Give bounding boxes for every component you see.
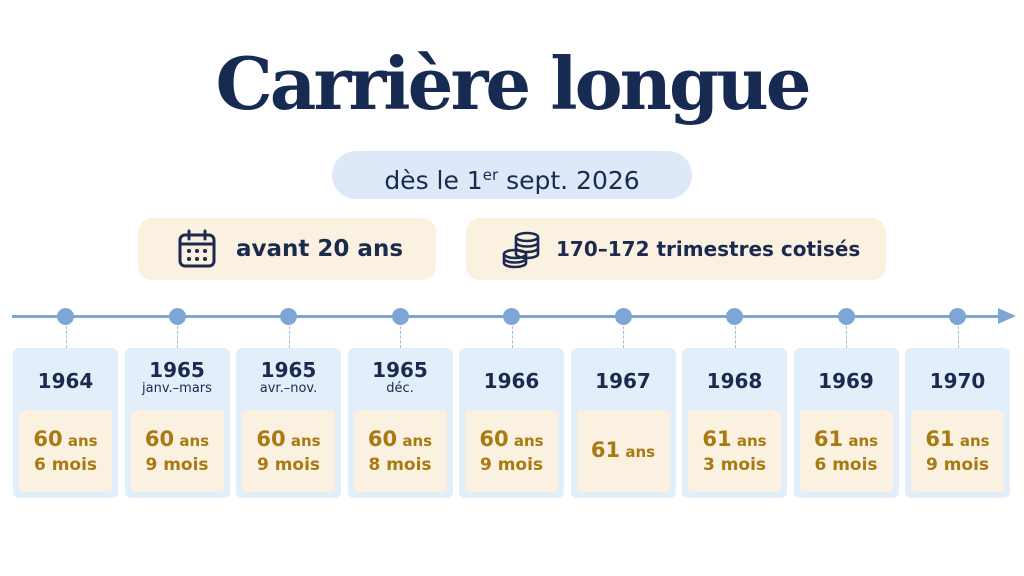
timeline-connector (288, 326, 290, 348)
timeline-dot (726, 308, 743, 325)
age-years-value: 60 (367, 427, 398, 451)
page-title: Carrière longue (215, 41, 811, 126)
timeline-connector (623, 326, 624, 348)
birth-year: 1967 (595, 369, 651, 393)
birth-year-card: 1966 60 ans 9 mois (459, 348, 564, 498)
retirement-age-box: 61 ans (576, 410, 670, 492)
retirement-age-months: 9 mois (256, 455, 321, 475)
start-date-prefix: dès le 1 (384, 166, 483, 195)
birth-year-card: 1965 janv.–mars 60 ans 9 mois (124, 348, 230, 498)
retirement-age-years: 60 ans (479, 426, 543, 454)
birth-year-card: 1965 avr.–nov. 60 ans 9 mois (236, 348, 341, 498)
age-years-value: 60 (33, 427, 63, 451)
age-years-value: 60 (256, 427, 286, 451)
timeline-dot (949, 308, 966, 325)
timeline-dot (614, 308, 632, 325)
coins-icon (502, 231, 540, 269)
retirement-age-box: 60 ans 9 mois (130, 410, 224, 492)
birth-period: déc. (386, 381, 414, 396)
birth-year-card: 1969 61 ans 6 mois (793, 348, 899, 498)
retirement-age-months: 9 mois (145, 455, 209, 475)
retirement-age-box: 60 ans 9 mois (242, 410, 335, 492)
retirement-age-months: 6 mois (33, 455, 98, 475)
birth-year: 1964 (37, 369, 94, 393)
timeline-connector (734, 326, 736, 348)
start-date-superscript: er (482, 166, 499, 184)
retirement-age-box: 60 ans 9 mois (465, 410, 558, 492)
timeline-connector (65, 326, 67, 348)
retirement-age-box: 60 ans 6 mois (19, 410, 112, 492)
start-date-suffix: sept. 2026 (498, 166, 640, 195)
calendar-icon (178, 229, 216, 268)
birth-year-card: 1968 61 ans 3 mois (682, 348, 787, 498)
retirement-age-years: 60 ans (33, 426, 97, 454)
timeline-connector (957, 326, 959, 348)
retirement-age-box: 61 ans 9 mois (911, 410, 1004, 492)
retirement-age-months: 9 mois (479, 455, 544, 475)
timeline-dot (837, 308, 855, 325)
retirement-age-months: 8 mois (368, 455, 432, 475)
retirement-age-months: 9 mois (925, 455, 990, 475)
timeline-dot (503, 308, 520, 325)
age-years-unit: ans (625, 443, 656, 461)
age-years-unit: ans (67, 432, 98, 450)
retirement-age-years: 60 ans (256, 426, 320, 454)
birth-year: 1965 (260, 358, 317, 382)
retirement-age-years: 61 ans (591, 437, 655, 465)
timeline-dot (168, 308, 186, 325)
birth-year: 1970 (929, 369, 986, 393)
retirement-age-years: 61 ans (814, 426, 878, 454)
condition-quarters-label: 170–172 trimestres cotisés (556, 237, 861, 261)
birth-period: avr.–nov. (259, 381, 318, 396)
retirement-age-box: 61 ans 6 mois (799, 410, 893, 492)
retirement-age-months: 3 mois (702, 455, 767, 475)
age-years-value: 61 (813, 427, 844, 451)
age-years-unit: ans (513, 432, 544, 450)
birth-year-card: 1967 61 ans (570, 348, 676, 498)
age-years-value: 61 (590, 438, 621, 462)
birth-year: 1968 (706, 369, 763, 393)
age-years-unit: ans (290, 432, 321, 450)
condition-age-chip: avant 20 ans (138, 218, 436, 280)
age-years-value: 61 (702, 427, 732, 451)
age-years-unit: ans (736, 432, 767, 450)
timeline-connector (177, 326, 178, 348)
age-years-value: 61 (925, 427, 955, 451)
retirement-age-years: 60 ans (145, 426, 209, 454)
timeline-connector (511, 326, 513, 348)
timeline-arrow (998, 308, 1016, 324)
age-years-unit: ans (848, 432, 879, 450)
timeline-dot (391, 308, 409, 325)
condition-age-label: avant 20 ans (236, 236, 404, 262)
retirement-age-months: 6 mois (814, 455, 878, 475)
age-years-value: 60 (479, 427, 509, 451)
birth-year-card: 1964 60 ans 6 mois (13, 348, 118, 498)
retirement-age-box: 60 ans 8 mois (353, 410, 447, 492)
birth-period: janv.–mars (142, 381, 212, 396)
timeline-connector (846, 326, 847, 348)
birth-year: 1969 (818, 369, 874, 393)
retirement-age-years: 61 ans (925, 426, 989, 454)
age-years-unit: ans (402, 432, 433, 450)
age-years-unit: ans (959, 432, 990, 450)
age-years-unit: ans (179, 432, 210, 450)
condition-quarters-chip: 170–172 trimestres cotisés (466, 218, 886, 280)
retirement-age-years: 61 ans (702, 426, 766, 454)
timeline-connector (400, 326, 401, 348)
start-date-badge: dès le 1er sept. 2026 (332, 151, 692, 199)
birth-year-card: 1965 déc. 60 ans 8 mois (347, 348, 453, 498)
birth-year-card: 1970 61 ans 9 mois (905, 348, 1010, 498)
birth-year: 1965 (149, 358, 205, 382)
timeline-dot (57, 308, 74, 325)
timeline-dot (280, 308, 297, 325)
age-years-value: 60 (144, 427, 175, 451)
retirement-age-box: 61 ans 3 mois (688, 410, 781, 492)
birth-year: 1966 (483, 369, 540, 393)
birth-year: 1965 (372, 358, 428, 382)
retirement-age-years: 60 ans (368, 426, 432, 454)
